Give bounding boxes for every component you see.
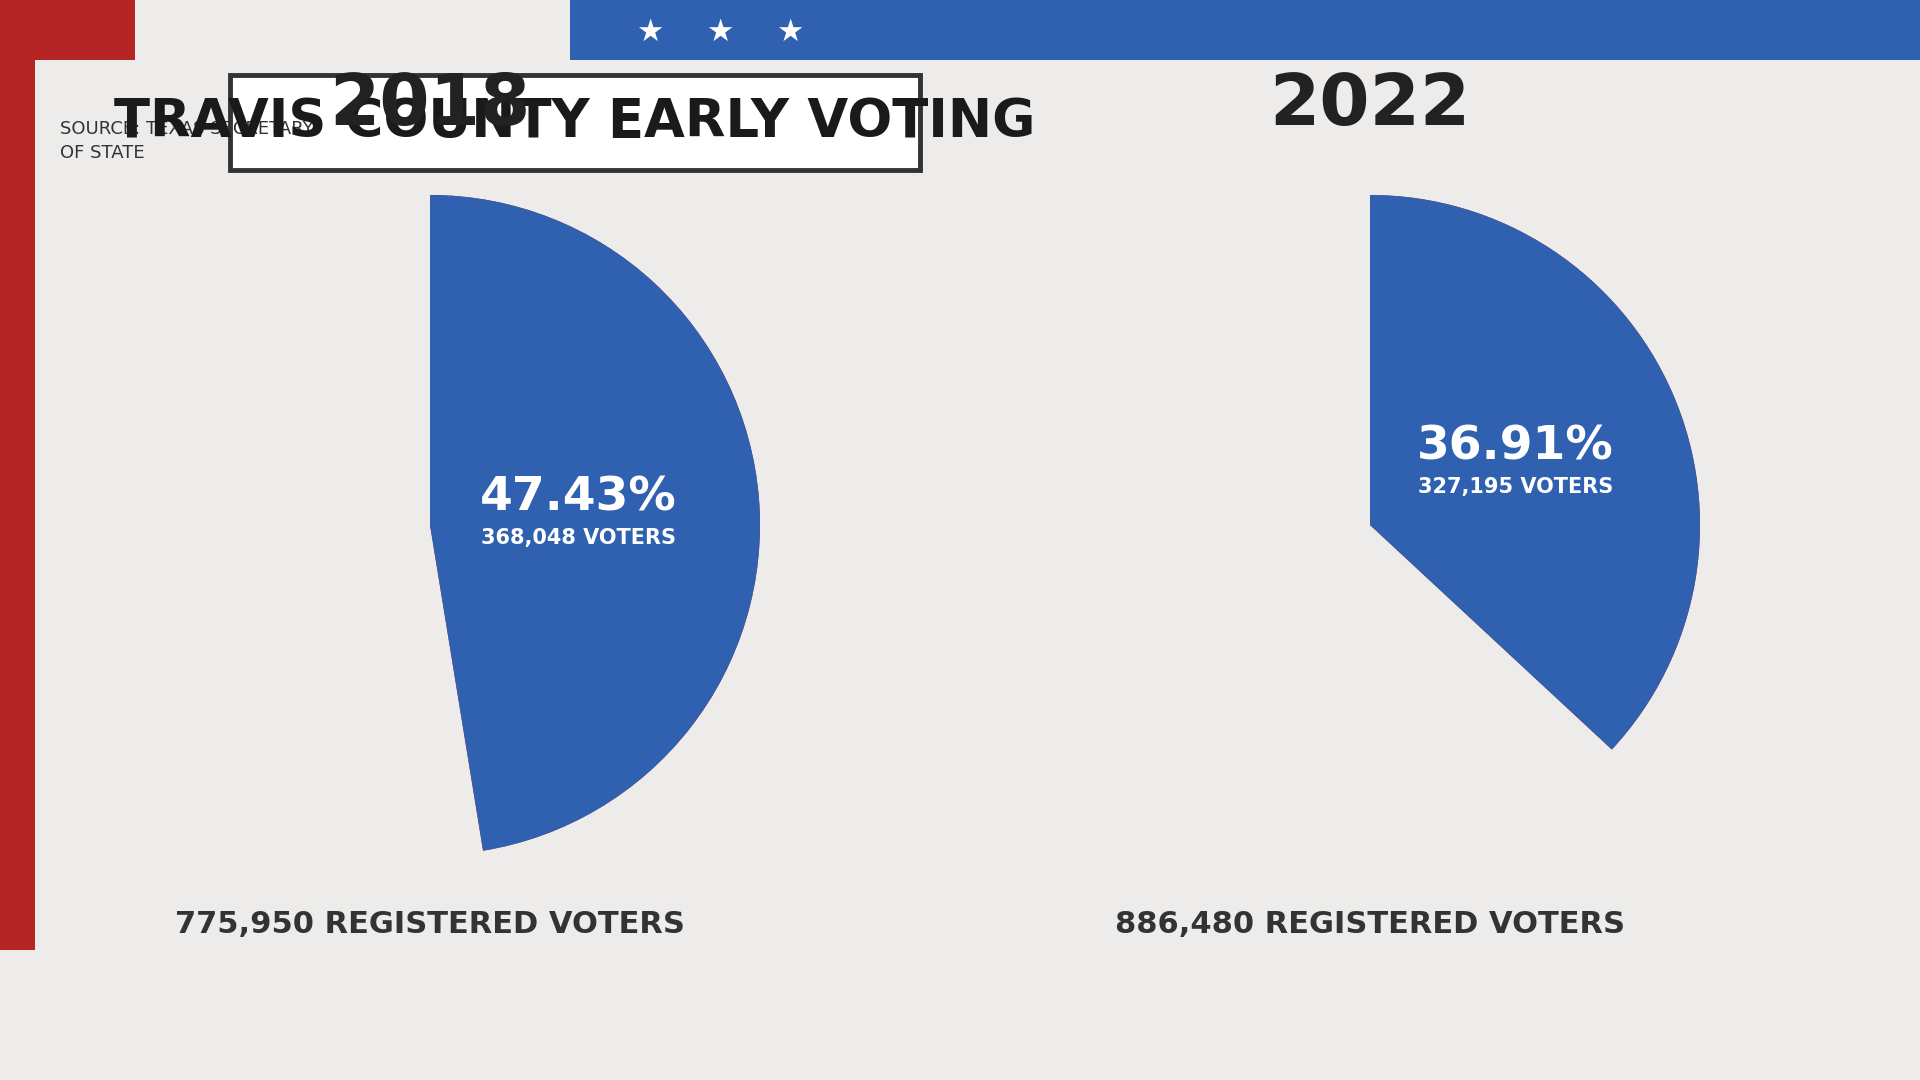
Wedge shape xyxy=(1371,195,1699,750)
Text: SOURCE: TEXAS SECRETARY
OF STATE: SOURCE: TEXAS SECRETARY OF STATE xyxy=(60,120,313,162)
Text: 886,480 REGISTERED VOTERS: 886,480 REGISTERED VOTERS xyxy=(1116,910,1624,939)
Text: 2018: 2018 xyxy=(330,71,530,140)
Text: ★: ★ xyxy=(707,17,733,46)
Wedge shape xyxy=(430,195,760,851)
Text: 368,048 VOTERS: 368,048 VOTERS xyxy=(480,528,676,548)
FancyBboxPatch shape xyxy=(230,75,920,170)
Bar xyxy=(0,0,134,60)
Text: TRAVIS COUNTY EARLY VOTING: TRAVIS COUNTY EARLY VOTING xyxy=(115,96,1035,148)
Text: 775,950 REGISTERED VOTERS: 775,950 REGISTERED VOTERS xyxy=(175,910,685,939)
Wedge shape xyxy=(1371,195,1699,750)
Text: 2022: 2022 xyxy=(1269,71,1471,140)
Text: ★: ★ xyxy=(636,17,664,46)
Text: 327,195 VOTERS: 327,195 VOTERS xyxy=(1417,476,1613,497)
Text: 47.43%: 47.43% xyxy=(480,475,676,521)
Bar xyxy=(0,60,35,950)
Wedge shape xyxy=(430,195,760,851)
Text: 36.91%: 36.91% xyxy=(1417,424,1613,469)
Text: ★: ★ xyxy=(776,17,804,46)
Bar xyxy=(570,0,1920,60)
